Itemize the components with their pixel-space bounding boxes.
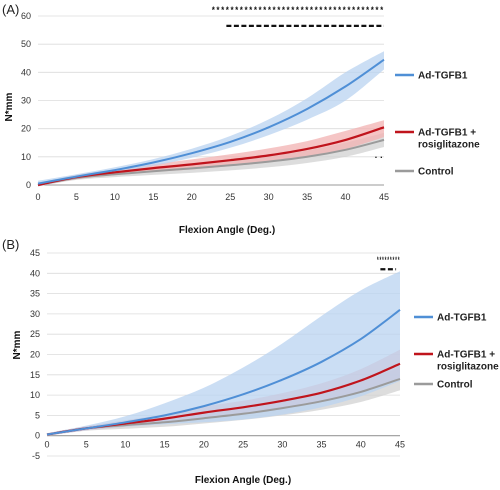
significance-small-marker-a: ..: [373, 151, 384, 161]
x-tick-label-a-6: 30: [264, 192, 274, 202]
series-lines-b: [46, 309, 401, 436]
x-tick-label-b-3: 15: [160, 440, 170, 450]
x-tick-label-a-4: 20: [187, 192, 197, 202]
y-tick-label-b-4: 15: [30, 370, 40, 380]
chart-panel-a: (A) N*mm Flexion Angle (Deg.) 0 10 20 30 40 5…: [2, 2, 480, 236]
x-tick-label-a-1: 5: [74, 192, 79, 202]
x-tick-label-a-9: 45: [379, 192, 389, 202]
x-tick-label-b-0: 0: [44, 440, 49, 450]
series-line-b-0: [46, 309, 401, 436]
y-tick-label-b-9: 40: [30, 268, 40, 278]
x-tick-label-a-3: 15: [148, 192, 158, 202]
x-tick-label-a-8: 40: [341, 192, 351, 202]
x-tick-label-b-5: 25: [238, 440, 248, 450]
x-tick-label-a-2: 10: [110, 192, 120, 202]
y-tick-label-a-6: 60: [21, 11, 31, 21]
y-tick-label-b-1: 0: [35, 431, 40, 441]
tick-labels-b: -5 0 5 10 15 20 25 30 35 40 45 0 5 10 15 20 25 30 35 40 45: [30, 248, 405, 461]
legend-label-b-1: Ad-TGFB1 + rosiglitazone: [437, 350, 499, 373]
x-tick-label-b-1: 5: [84, 440, 89, 450]
legend-label-b-0: Ad-TGFB1: [437, 313, 487, 324]
x-tick-label-a-0: 0: [35, 192, 40, 202]
x-tick-label-b-7: 35: [317, 440, 327, 450]
y-tick-label-a-0: 0: [26, 180, 31, 190]
legend-label-a-1-line2: rosiglitazone: [418, 140, 480, 151]
significance-annotations-a: ************************************* ..: [211, 6, 384, 161]
series-line-a-0: [37, 58, 385, 185]
significance-stars-a: *************************************: [211, 6, 384, 16]
x-axis-title-b: Flexion Angle (Deg.): [195, 475, 291, 486]
gridlines-a: [38, 15, 384, 186]
legend-label-a-1: Ad-TGFB1 + rosiglitazone: [418, 128, 480, 151]
x-tick-label-b-6: 30: [277, 440, 287, 450]
series-line-a-1: [37, 126, 385, 187]
legend-b: Ad-TGFB1 Ad-TGFB1 + rosiglitazone Contro…: [414, 313, 499, 391]
tick-labels-a: 0 10 20 30 40 50 60 0 5 10 15 20 25 30 35 40 45: [21, 11, 389, 202]
x-tick-label-b-2: 10: [120, 440, 130, 450]
y-tick-label-b-8: 35: [30, 289, 40, 299]
significance-annotations-b: *********: [376, 256, 400, 271]
x-tick-label-a-5: 25: [225, 192, 235, 202]
x-tick-label-a-7: 35: [302, 192, 312, 202]
legend-label-b-2: Control: [437, 380, 473, 391]
x-tick-label-b-4: 20: [199, 440, 209, 450]
y-tick-label-b-5: 20: [30, 350, 40, 360]
x-axis-title-a: Flexion Angle (Deg.): [179, 225, 275, 236]
y-tick-label-b-10: 45: [30, 248, 40, 258]
y-tick-label-b-0: -5: [32, 451, 40, 461]
significance-stars-b: *********: [376, 256, 400, 266]
y-tick-label-b-3: 10: [30, 390, 40, 400]
chart-panel-b: (B) N*mm Flexion Angle (Deg.) -5 0 5 10 15 20…: [2, 237, 499, 486]
series-lines-a: [37, 58, 385, 187]
y-tick-label-b-6: 25: [30, 329, 40, 339]
legend-label-b-1-line2: rosiglitazone: [437, 362, 499, 373]
y-axis-title-b: N*mm: [12, 330, 23, 359]
y-tick-label-b-2: 5: [35, 410, 40, 420]
y-tick-label-a-2: 20: [21, 124, 31, 134]
y-tick-label-a-5: 50: [21, 39, 31, 49]
series-line-a-2: [37, 138, 385, 186]
panel-label-b: (B): [2, 237, 19, 252]
y-tick-label-a-1: 10: [21, 152, 31, 162]
legend-label-b-1-line1: Ad-TGFB1 +: [437, 350, 495, 361]
legend-label-a-1-line1: Ad-TGFB1 +: [418, 128, 476, 139]
y-tick-label-b-7: 30: [30, 309, 40, 319]
legend-label-a-2: Control: [418, 167, 454, 178]
y-axis-title-a: N*mm: [4, 92, 15, 121]
legend-label-a-0: Ad-TGFB1: [418, 71, 468, 82]
x-tick-label-b-9: 45: [395, 440, 405, 450]
x-tick-label-b-8: 40: [356, 440, 366, 450]
panel-label-a: (A): [2, 2, 19, 17]
y-tick-label-a-4: 40: [21, 67, 31, 77]
y-tick-label-a-3: 30: [21, 96, 31, 106]
legend-a: Ad-TGFB1 Ad-TGFB1 + rosiglitazone Contro…: [395, 71, 480, 178]
